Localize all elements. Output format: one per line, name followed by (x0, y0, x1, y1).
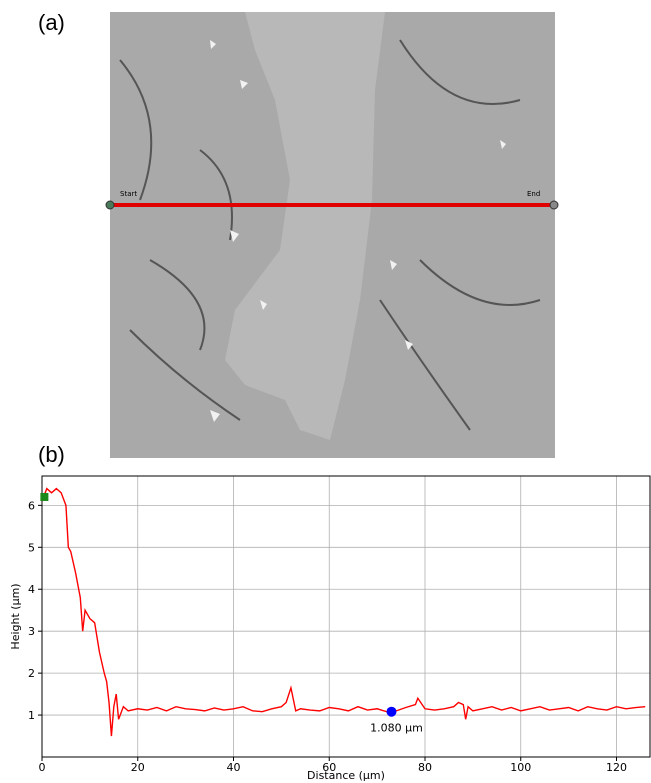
y-tick-label: 1 (28, 709, 35, 722)
end-label: End (527, 190, 540, 198)
x-tick-label: 100 (510, 761, 531, 774)
x-tick-label: 20 (131, 761, 145, 774)
y-tick-label: 6 (28, 499, 35, 512)
y-tick-label: 4 (28, 583, 35, 596)
cursor-marker (386, 707, 396, 717)
marker-label: 1.080 µm (370, 722, 423, 735)
panel-label: (a) (38, 10, 65, 35)
x-axis-label: Distance (µm) (307, 769, 385, 782)
start-handle (106, 201, 114, 209)
x-tick-label: 80 (418, 761, 432, 774)
start-label: Start (120, 190, 137, 198)
page: { "panels": {"a": "(a)", "b": "(b)"}, "i… (0, 0, 651, 783)
y-tick-label: 3 (28, 625, 35, 638)
profile-line (42, 489, 645, 736)
y-tick-label: 5 (28, 541, 35, 554)
x-tick-label: 120 (606, 761, 627, 774)
end-handle (550, 201, 558, 209)
panel-label: (b) (38, 442, 65, 467)
x-tick-label: 40 (226, 761, 240, 774)
y-tick-label: 2 (28, 667, 35, 680)
figure: (a) Start End (b) 020406080100120123456D… (0, 0, 651, 783)
start-marker (40, 493, 48, 501)
x-tick-label: 0 (39, 761, 46, 774)
micrograph: Start End (106, 12, 558, 458)
y-axis-label: Height (µm) (9, 583, 22, 649)
